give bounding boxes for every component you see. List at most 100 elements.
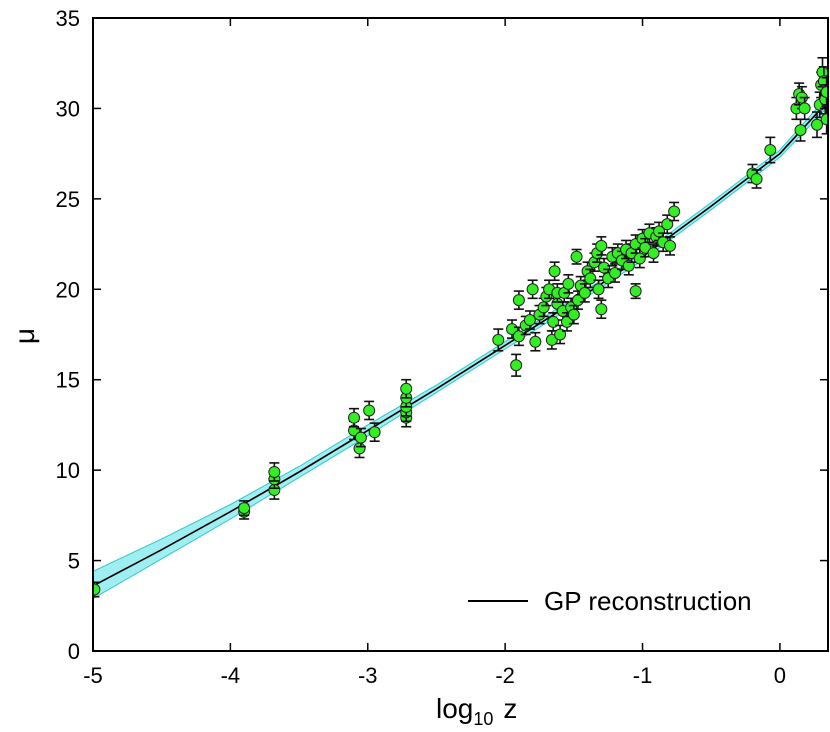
data-marker [354,431,367,444]
data-point [668,201,681,222]
data-marker [629,285,642,298]
data-point [647,243,660,263]
data-point [268,462,281,482]
data-point [562,274,575,294]
data-point [629,283,642,300]
data-point [363,400,376,421]
x-tick-label: -3 [358,663,378,688]
data-point [764,136,777,164]
data-marker [400,382,413,395]
data-marker [584,272,597,285]
x-axis-label-var: z [503,693,517,724]
gp-confidence-band [93,95,828,600]
data-marker [750,172,763,185]
data-marker [595,239,608,252]
data-marker [811,118,824,131]
data-marker [363,404,376,417]
x-axis-label-main: log [436,693,473,724]
data-marker [570,250,583,263]
data-point [820,76,828,108]
data-marker [529,335,542,348]
data-marker [510,359,523,372]
data-marker [523,314,536,327]
data-point [595,236,608,256]
data-marker [554,328,567,341]
y-tick-label: 35 [56,6,80,31]
y-tick-label: 20 [56,277,80,302]
data-marker [567,308,580,321]
data-marker [668,205,681,218]
data-marker [592,283,605,296]
y-tick-label: 25 [56,187,80,212]
data-marker [368,426,381,439]
data-point [368,422,381,443]
data-marker [661,218,674,231]
plot-frame [92,17,829,652]
x-axis-label-subscript: 10 [473,709,493,729]
data-marker [609,267,622,280]
data-marker [238,502,251,515]
data-point [348,407,361,428]
data-marker [562,277,575,290]
data-point [570,248,583,265]
data-marker [512,294,525,307]
data-marker [647,247,660,260]
y-tick-label: 10 [56,458,80,483]
data-point [592,279,605,300]
legend: GP reconstruction [468,586,752,616]
data-point [512,290,525,310]
data-marker [512,330,525,343]
y-tick-label: 30 [56,96,80,121]
data-point [548,261,561,282]
data-marker [526,283,539,296]
data-point [664,236,677,256]
data-marker [548,265,561,278]
data-marker [492,333,505,346]
data-marker [547,315,560,328]
data-marker [622,259,635,272]
data-point [523,310,536,330]
data-marker [348,411,361,424]
data-point [506,319,519,339]
data-point [93,581,101,598]
data-point [609,263,622,283]
data-marker [664,239,677,252]
data-marker [537,301,550,314]
data-marker [817,75,828,88]
y-tick-label: 0 [68,639,80,664]
y-tick-label: 5 [68,549,80,574]
data-marker [820,86,828,99]
x-tick-label: 0 [774,663,786,688]
data-marker [595,303,608,316]
data-marker [93,583,101,596]
y-axis-label: μ [9,328,40,344]
data-point [400,378,413,399]
data-marker [506,323,519,336]
data-marker [794,124,807,137]
data-point [354,427,367,448]
data-marker [633,252,646,265]
data-point [510,353,523,377]
data-marker [545,333,558,346]
data-marker [820,113,828,126]
x-tick-label: -4 [221,663,241,688]
data-point [750,169,763,189]
x-tick-label: -5 [83,663,103,688]
x-tick-label: -1 [633,663,653,688]
data-marker [798,102,811,115]
data-marker [764,144,777,157]
data-point [238,500,251,517]
x-tick-label: -2 [495,663,515,688]
gp-reconstruction-line [93,100,828,587]
data-point [526,279,539,300]
data-marker [653,225,666,238]
data-marker [353,442,366,455]
data-point [598,257,611,278]
data-marker [578,286,591,299]
data-marker [598,261,611,274]
data-point [798,96,811,121]
data-point [571,290,584,310]
data-marker [268,465,281,478]
data-point [595,299,608,320]
